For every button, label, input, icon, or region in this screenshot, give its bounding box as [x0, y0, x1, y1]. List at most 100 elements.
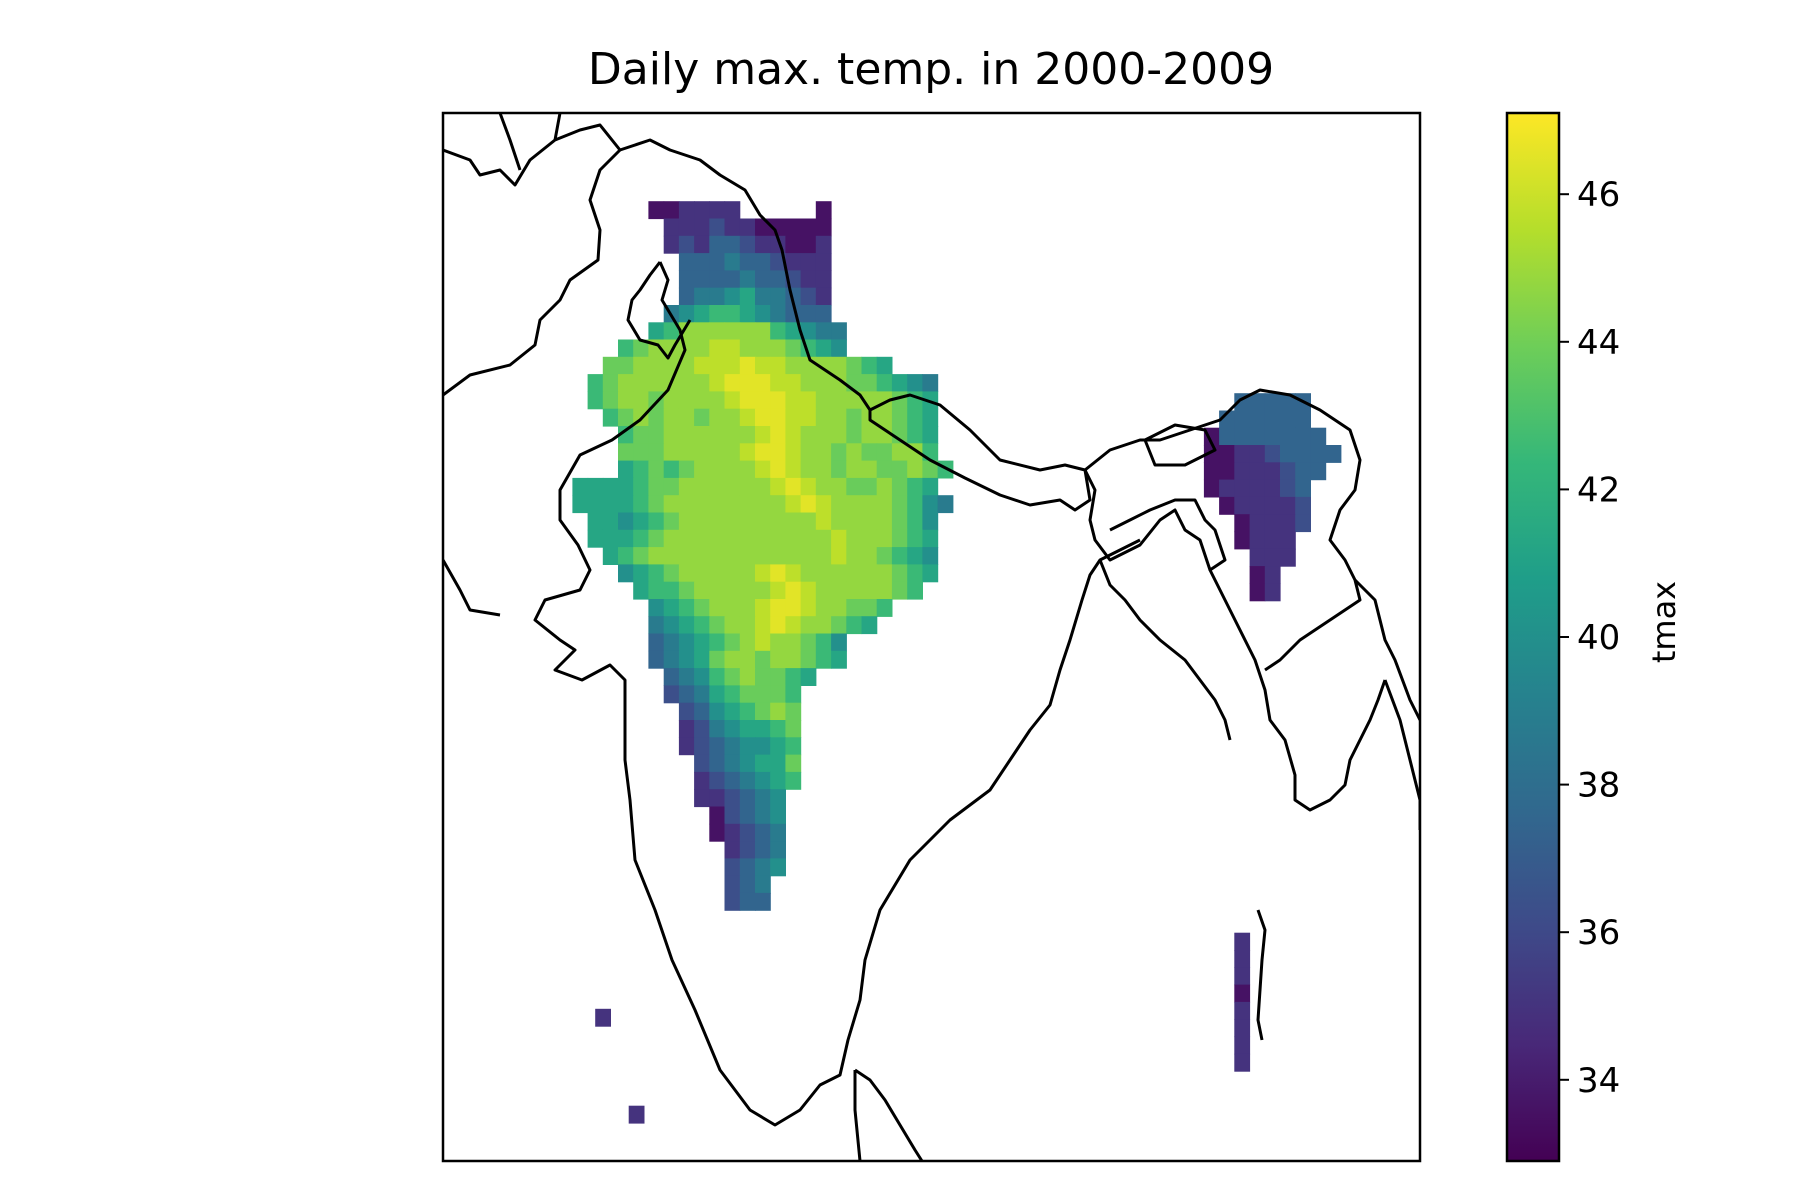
- grid-cell: [663, 426, 680, 444]
- grid-cell: [663, 668, 680, 686]
- grid-cell: [876, 477, 893, 496]
- grid-cell: [785, 616, 802, 635]
- grid-cell: [1219, 496, 1235, 515]
- grid-cell: [739, 633, 756, 652]
- grid-cell: [800, 564, 817, 583]
- grid-cell: [709, 599, 726, 617]
- grid-cell: [800, 529, 817, 548]
- grid-cell: [709, 789, 726, 808]
- grid-cell: [815, 426, 832, 444]
- grid-cell: [800, 218, 817, 237]
- grid-cell: [770, 391, 786, 410]
- grid-cell: [694, 737, 710, 756]
- grid-cell: [663, 460, 680, 479]
- grid-cell: [633, 391, 649, 410]
- grid-cell: [891, 512, 908, 531]
- grid-cell: [709, 720, 726, 738]
- grid-cell: [800, 581, 817, 600]
- grid-cell: [922, 512, 939, 531]
- grid-cell: [800, 599, 817, 617]
- grid-cell: [755, 408, 771, 427]
- grid-cell: [755, 720, 771, 738]
- grid-cell: [739, 806, 756, 825]
- grid-cell: [1280, 410, 1296, 429]
- grid-cell: [1203, 427, 1220, 446]
- grid-cell: [876, 443, 893, 462]
- grid-cell: [831, 339, 847, 358]
- grid-cell: [755, 841, 771, 859]
- grid-cell: [800, 460, 817, 479]
- grid-cell: [755, 374, 771, 392]
- grid-cell: [907, 495, 923, 514]
- grid-cell: [815, 529, 832, 548]
- grid-cell: [739, 841, 756, 859]
- grid-cell: [724, 702, 741, 721]
- grid-cell: [861, 581, 878, 600]
- grid-cell: [907, 477, 923, 496]
- grid-cell: [694, 201, 710, 220]
- grid-cell: [648, 374, 665, 392]
- grid-cell: [1280, 548, 1296, 567]
- grid-cell: [678, 201, 695, 220]
- grid-cell: [739, 564, 756, 583]
- colorbar-ticks: 34 36 38 40 42 44 46: [1559, 175, 1620, 1101]
- grid-cell: [861, 529, 878, 548]
- grid-cell: [1219, 462, 1235, 481]
- grid-cell: [709, 650, 726, 669]
- colorbar-tick-label: 40: [1577, 618, 1620, 658]
- grid-cell: [739, 737, 756, 756]
- grid-cell: [739, 287, 756, 306]
- grid-cell: [800, 547, 817, 565]
- grid-cell: [694, 650, 710, 669]
- grid-cell: [602, 547, 619, 565]
- grid-cell: [846, 564, 863, 583]
- grid-cell: [770, 460, 786, 479]
- grid-cell: [739, 495, 756, 514]
- grid-cell: [648, 564, 665, 583]
- grid-cell: [1234, 462, 1251, 481]
- grid-cell: [709, 443, 726, 462]
- grid-cell: [755, 702, 771, 721]
- grid-cell: [678, 218, 695, 237]
- grid-cell: [755, 218, 771, 237]
- grid-cell: [709, 529, 726, 548]
- grid-cell: [1234, 984, 1251, 1003]
- grid-cell: [724, 270, 741, 289]
- grid-cell: [861, 356, 878, 375]
- grid-cell: [846, 547, 863, 565]
- grid-cell: [694, 771, 710, 790]
- grid-cell: [785, 495, 802, 514]
- grid-cell: [846, 426, 863, 444]
- grid-cell: [694, 477, 710, 496]
- grid-cell: [739, 218, 756, 237]
- grid-cell: [663, 564, 680, 583]
- andaman-islands: [1256, 909, 1267, 1041]
- grid-cell: [755, 581, 771, 600]
- grid-cell: [709, 564, 726, 583]
- grid-cell: [739, 789, 756, 808]
- grid-cell: [739, 892, 756, 911]
- grid-cell: [770, 789, 786, 808]
- grid-cell: [678, 287, 695, 306]
- map-frame: [441, 111, 1422, 1163]
- grid-cell: [1295, 514, 1311, 533]
- grid-cell: [755, 789, 771, 808]
- grid-cell: [739, 858, 756, 877]
- grid-cell: [831, 374, 847, 392]
- grid-cell: [937, 495, 954, 514]
- grid-cell: [739, 512, 756, 531]
- grid-cell: [648, 599, 665, 617]
- grid-cell: [709, 806, 726, 825]
- grid-cell: [891, 460, 908, 479]
- grid-cell: [587, 512, 604, 531]
- grid-cell: [922, 408, 939, 427]
- grid-cell: [876, 564, 893, 583]
- grid-cell: [618, 529, 634, 548]
- grid-cell: [633, 512, 649, 531]
- grid-cell: [1249, 531, 1266, 550]
- grid-cell: [1249, 410, 1266, 429]
- grid-cell: [618, 374, 634, 392]
- grid-cell: [1249, 566, 1266, 584]
- grid-cell: [694, 616, 710, 635]
- grid-cell: [922, 564, 939, 583]
